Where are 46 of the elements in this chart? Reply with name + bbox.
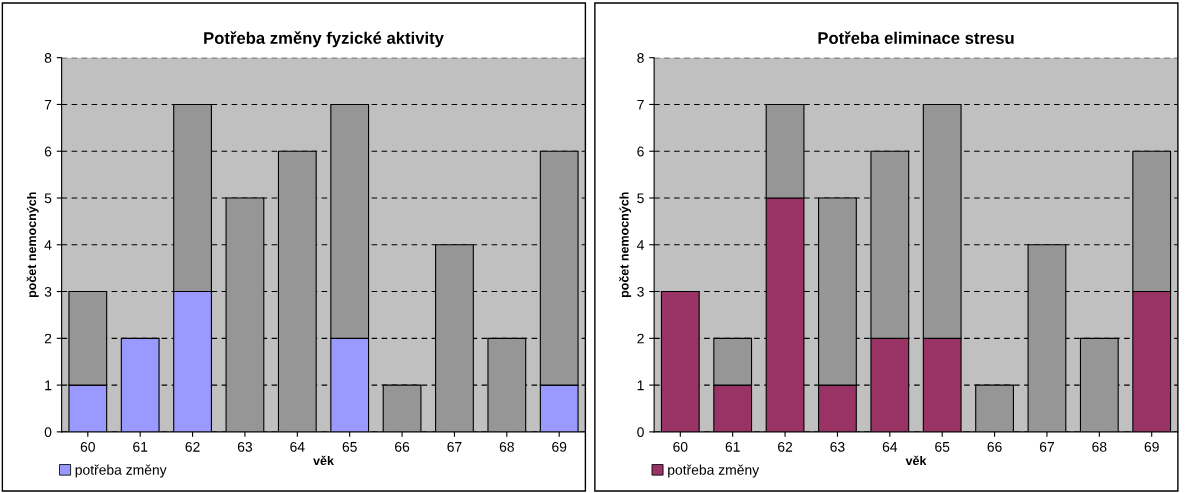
y-axis-title: počet nemocných (619, 192, 632, 298)
x-tick-label: 63 (237, 441, 253, 452)
x-tick-label: 60 (80, 441, 95, 452)
y-tick-label: 2 (637, 333, 644, 344)
y-tick-label: 3 (637, 286, 644, 297)
legend-label: potřeba změny (75, 464, 167, 478)
legend-label: potřeba změny (668, 464, 760, 478)
x-tick-label: 69 (1144, 441, 1159, 452)
x-tick-label: 68 (499, 441, 514, 452)
y-tick-label: 4 (636, 240, 644, 250)
y-tick-label: 1 (45, 380, 52, 391)
y-tick-label: 8 (44, 53, 52, 63)
y-tick-label: 7 (44, 99, 52, 110)
x-tick-label: 63 (830, 441, 845, 452)
x-tick-label: 64 (290, 441, 305, 452)
x-tick-label: 61 (133, 441, 148, 452)
x-tick-label: 65 (935, 441, 950, 452)
y-tick-label: 4 (44, 240, 52, 250)
x-tick-label: 62 (778, 441, 793, 452)
x-tick-label: 66 (395, 441, 410, 452)
x-tick-label: 66 (987, 441, 1002, 452)
x-tick-label: 60 (673, 441, 688, 452)
y-axis-title: počet nemocných (26, 192, 39, 298)
x-axis-title: věk (905, 455, 927, 466)
x-axis-title: věk (313, 455, 334, 466)
x-tick-label: 64 (882, 441, 898, 452)
y-tick-label: 7 (637, 99, 644, 110)
chart-title: Potřeba změny fyzické aktivity (204, 31, 444, 48)
y-tick-label: 1 (637, 380, 644, 391)
y-tick-label: 5 (637, 193, 644, 204)
x-tick-label: 61 (725, 441, 740, 452)
x-tick-label: 67 (447, 441, 462, 452)
y-tick-label: 2 (44, 333, 52, 344)
x-tick-label: 67 (1039, 441, 1054, 452)
x-tick-label: 68 (1092, 441, 1107, 452)
y-tick-label: 0 (637, 427, 644, 438)
y-tick-label: 0 (44, 427, 52, 438)
y-tick-label: 5 (44, 193, 52, 204)
x-tick-label: 62 (185, 441, 200, 452)
y-tick-label: 3 (44, 286, 52, 297)
x-tick-label: 65 (342, 441, 357, 452)
y-tick-label: 6 (44, 146, 52, 157)
y-tick-label: 6 (637, 146, 644, 157)
y-tick-label: 8 (637, 53, 644, 63)
x-tick-label: 69 (552, 441, 567, 452)
chart-title: Potřeba eliminace stresu (818, 31, 1014, 44)
